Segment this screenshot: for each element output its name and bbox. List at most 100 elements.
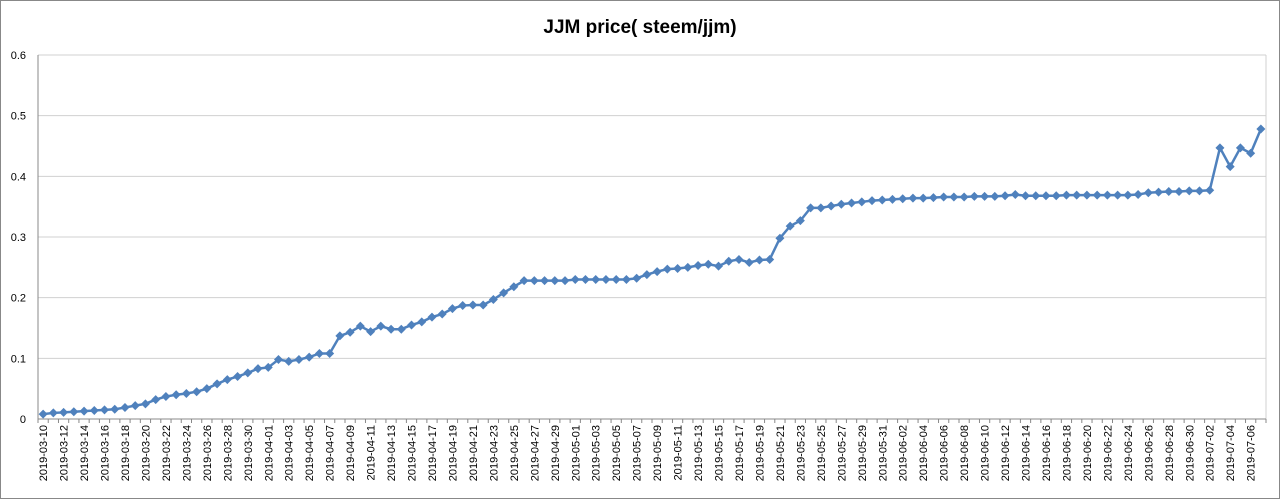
point — [990, 191, 1000, 201]
point — [1215, 143, 1225, 153]
x-tick-label: 2019-03-10 — [38, 425, 50, 481]
point — [69, 407, 79, 417]
x-tick-label: 2019-05-17 — [734, 425, 746, 481]
x-tick-label: 2019-04-13 — [386, 425, 398, 481]
point — [468, 300, 478, 310]
point — [560, 276, 570, 286]
point — [478, 300, 488, 310]
point — [683, 262, 693, 272]
point — [918, 193, 928, 203]
point — [345, 327, 355, 337]
point — [263, 362, 273, 372]
point — [366, 327, 376, 337]
point — [1154, 187, 1164, 197]
point — [980, 191, 990, 201]
y-tick-label: 0 — [20, 414, 26, 426]
x-tick-label: 2019-06-24 — [1123, 425, 1135, 481]
x-tick-label: 2019-06-16 — [1041, 425, 1053, 481]
point — [1205, 185, 1215, 195]
point — [181, 389, 191, 399]
point — [396, 324, 406, 334]
point — [1041, 191, 1051, 201]
y-tick-label: 0.6 — [11, 50, 26, 62]
x-tick-label: 2019-04-15 — [407, 425, 419, 481]
point — [540, 276, 550, 286]
point — [304, 352, 314, 362]
point — [1246, 148, 1256, 158]
chart-title: JJM price( steem/jjm) — [543, 17, 736, 38]
x-tick-label: 2019-05-13 — [693, 425, 705, 481]
point — [1184, 186, 1194, 196]
point — [550, 276, 560, 286]
x-tick-label: 2019-03-22 — [161, 425, 173, 481]
x-tick-label: 2019-06-12 — [1000, 425, 1012, 481]
point — [806, 203, 816, 213]
point — [314, 348, 324, 358]
point — [1194, 186, 1204, 196]
point — [928, 193, 938, 203]
x-tick-label: 2019-07-02 — [1205, 425, 1217, 481]
point — [1031, 191, 1041, 201]
point — [867, 196, 877, 206]
point — [171, 390, 181, 400]
x-tick-label: 2019-05-05 — [611, 425, 623, 481]
point — [969, 191, 979, 201]
x-tick-label: 2019-05-09 — [652, 425, 664, 481]
x-tick-label: 2019-06-20 — [1082, 425, 1094, 481]
point — [253, 364, 263, 374]
point — [59, 407, 69, 417]
point — [765, 254, 775, 264]
x-tick-label: 2019-05-25 — [816, 425, 828, 481]
point — [898, 194, 908, 204]
point — [816, 203, 826, 213]
x-tick-label: 2019-04-07 — [325, 425, 337, 481]
point — [233, 372, 243, 382]
point — [1235, 143, 1245, 153]
point — [386, 324, 396, 334]
x-tick-label: 2019-05-23 — [795, 425, 807, 481]
point — [959, 192, 969, 202]
point — [273, 355, 283, 365]
point — [38, 409, 48, 419]
point — [795, 216, 805, 226]
point — [1225, 162, 1235, 172]
point — [1021, 191, 1031, 201]
point — [939, 192, 949, 202]
point — [1010, 190, 1020, 200]
x-tick-label: 2019-04-29 — [550, 425, 562, 481]
x-tick-label: 2019-03-30 — [243, 425, 255, 481]
point — [632, 273, 642, 283]
point — [785, 221, 795, 231]
point — [877, 195, 887, 205]
point — [110, 404, 120, 414]
point — [192, 387, 202, 397]
x-tick-label: 2019-03-26 — [202, 425, 214, 481]
point — [284, 356, 294, 366]
point — [1256, 124, 1266, 134]
x-tick-label: 2019-04-27 — [529, 425, 541, 481]
point — [744, 257, 754, 267]
x-tick-label: 2019-05-21 — [775, 425, 787, 481]
point — [621, 274, 631, 284]
point — [591, 274, 601, 284]
x-tick-label: 2019-04-11 — [366, 425, 378, 480]
point — [151, 395, 161, 405]
x-tick-label: 2019-04-05 — [304, 425, 316, 481]
x-tick-label: 2019-04-01 — [263, 425, 275, 481]
point — [499, 288, 509, 298]
point — [734, 254, 744, 264]
x-tick-label: 2019-07-06 — [1246, 425, 1258, 481]
x-tick-label: 2019-06-14 — [1021, 425, 1033, 481]
point — [754, 255, 764, 265]
point — [243, 368, 253, 378]
point — [212, 379, 222, 389]
point — [519, 276, 529, 286]
x-tick-label: 2019-06-10 — [980, 425, 992, 481]
point — [417, 317, 427, 327]
point — [294, 355, 304, 365]
x-tick-label: 2019-03-16 — [100, 425, 112, 481]
x-tick-label: 2019-04-25 — [509, 425, 521, 481]
point — [662, 264, 672, 274]
point — [714, 261, 724, 271]
